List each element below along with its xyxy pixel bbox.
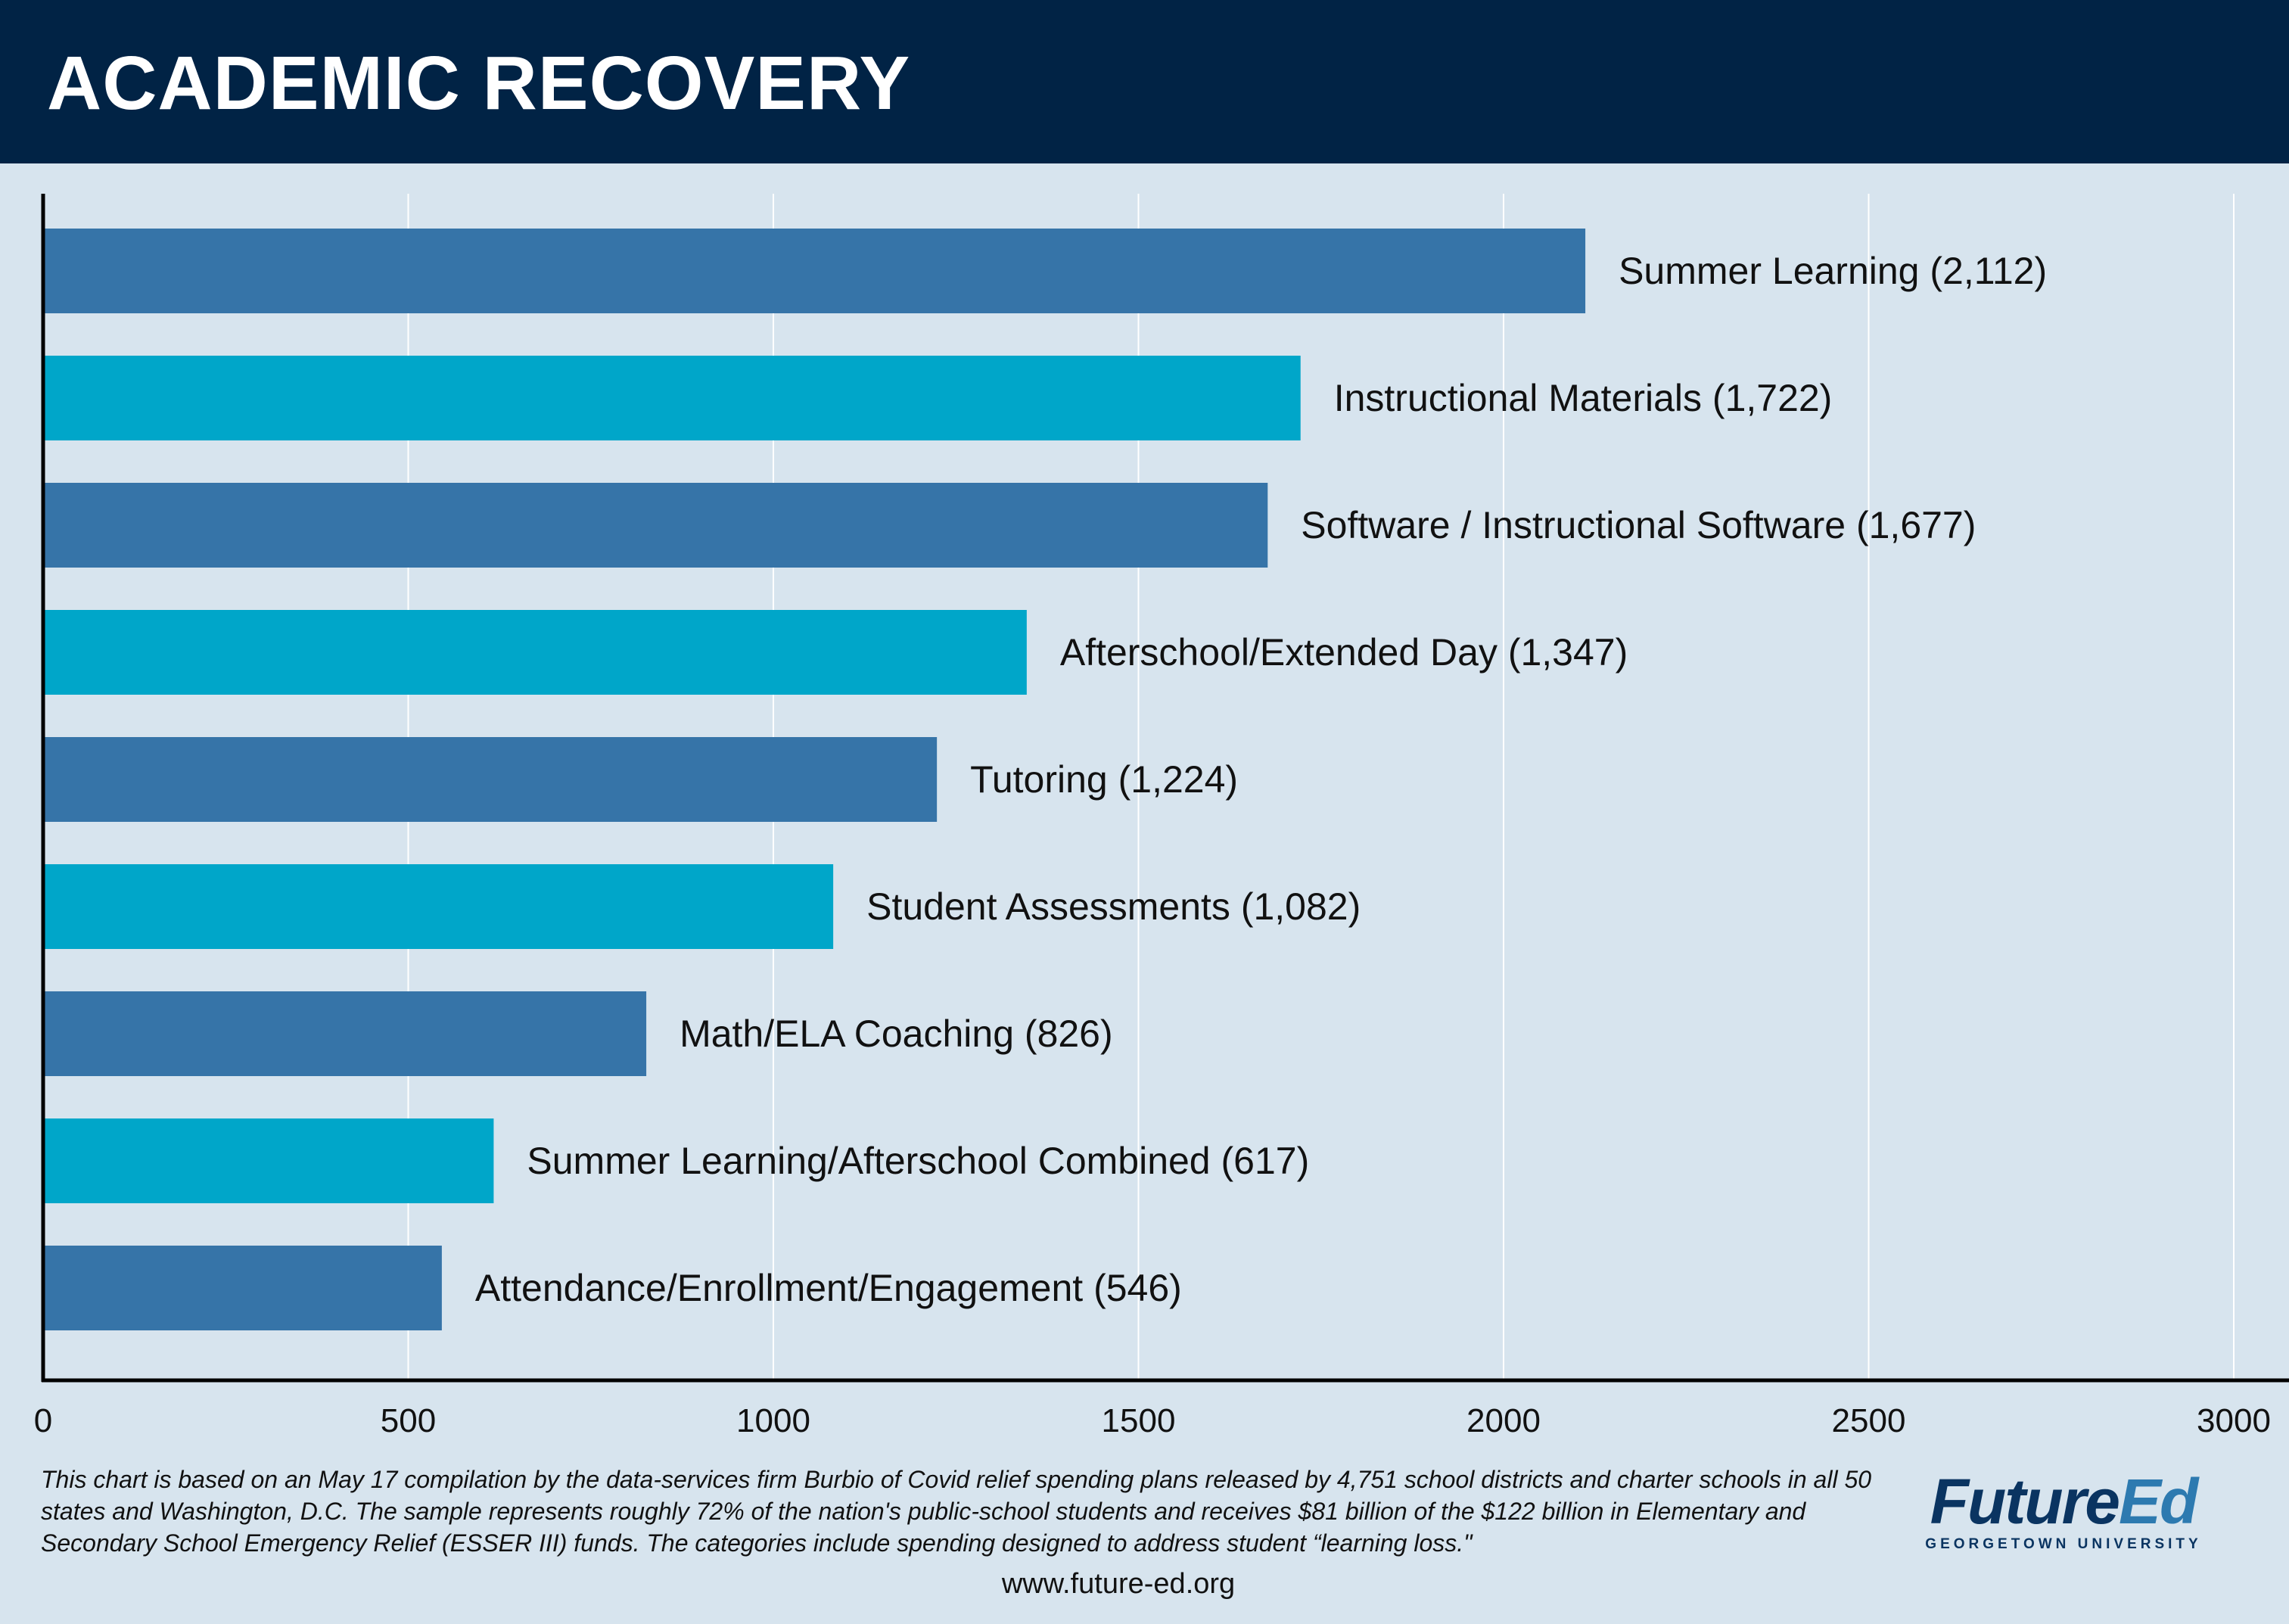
bar-label: Summer Learning (2,112)	[1619, 250, 2047, 292]
x-tick-label: 2500	[1832, 1402, 1906, 1439]
bar-label: Afterschool/Extended Day (1,347)	[1060, 631, 1628, 674]
bar	[43, 1246, 442, 1330]
bar	[43, 991, 647, 1076]
x-tick-label: 500	[381, 1402, 436, 1439]
axes	[41, 194, 2289, 1383]
bar-labels: Summer Learning (2,112) Instructional Mat…	[475, 250, 2047, 1309]
logo-word-future: Future	[1930, 1466, 2120, 1537]
x-tick-label: 0	[34, 1402, 52, 1439]
bar-label: Math/ELA Coaching (826)	[680, 1013, 1113, 1055]
logo-word-ed: Ed	[2118, 1466, 2198, 1537]
bar-label: Instructional Materials (1,722)	[1334, 377, 1833, 419]
bar	[43, 356, 1301, 440]
page-title: ACADEMIC RECOVERY	[47, 41, 911, 126]
header-bar: ACADEMIC RECOVERY	[0, 0, 2289, 163]
x-axis-ticks: 0 500 1000 1500 2000 2500 3000	[34, 1402, 2271, 1439]
footnote: This chart is based on an May 17 compila…	[41, 1466, 1872, 1557]
bar	[43, 737, 938, 822]
website-link[interactable]: www.future-ed.org	[1001, 1568, 1236, 1600]
x-tick-label: 3000	[2197, 1402, 2271, 1439]
bar-label: Tutoring (1,224)	[970, 758, 1238, 801]
bar	[43, 1118, 494, 1203]
bars	[43, 229, 1586, 1330]
bar-label: Summer Learning/Afterschool Combined (61…	[527, 1140, 1309, 1182]
bar-chart: Summer Learning (2,112) Instructional Mat…	[34, 194, 2289, 1439]
x-tick-label: 1500	[1102, 1402, 1176, 1439]
bar-label: Attendance/Enrollment/Engagement (546)	[475, 1267, 1182, 1309]
futureed-logo: FutureEd GEORGETOWN UNIVERSITY	[1901, 1470, 2226, 1560]
bar-label: Student Assessments (1,082)	[866, 885, 1361, 928]
logo-subtitle: GEORGETOWN UNIVERSITY	[1925, 1536, 2202, 1552]
x-tick-label: 2000	[1466, 1402, 1541, 1439]
bar	[43, 610, 1027, 695]
x-tick-label: 1000	[736, 1402, 810, 1439]
bar	[43, 483, 1268, 568]
bar	[43, 229, 1586, 313]
logo-wordmark: FutureEd	[1901, 1470, 2226, 1533]
bar	[43, 864, 834, 949]
bar-label: Software / Instructional Software (1,677…	[1301, 504, 1976, 546]
